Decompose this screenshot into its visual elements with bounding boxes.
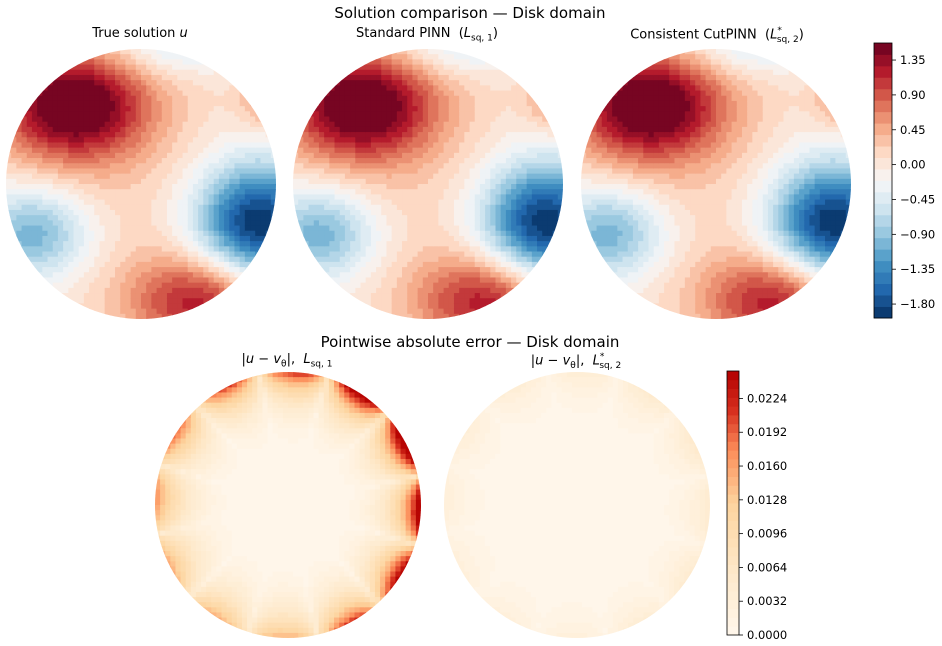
colorbar-solution-tick-label: −0.45 bbox=[900, 192, 935, 206]
panel-title-consistent-cutpinn: Consistent CutPINN (L*sq, 2) bbox=[630, 26, 804, 45]
disk-error-lsq1 bbox=[155, 372, 421, 638]
colorbar-error-tick-label: 0.0096 bbox=[747, 527, 787, 541]
panel-title-error-lsq2: |u − vθ|, L*sq, 2 bbox=[530, 352, 622, 371]
colorbar-error-tick-label: 0.0000 bbox=[747, 628, 787, 642]
top-figure-title: Solution comparison — Disk domain bbox=[334, 4, 606, 22]
colorbar-solution: 1.35 0.90 0.45 0.00 −0.45 −0.90 −1.35 −1.80 bbox=[873, 42, 935, 319]
colorbar-error-tick-label: 0.0128 bbox=[747, 493, 787, 507]
colorbar-error-tick-label: 0.0224 bbox=[747, 391, 787, 405]
colorbar-solution-tick-label: 1.35 bbox=[900, 53, 926, 67]
colorbar-solution-tick-label: 0.45 bbox=[900, 123, 926, 137]
panel-title-true-solution: True solution u bbox=[92, 26, 188, 41]
colorbar-error: 0.0224 0.0192 0.0160 0.0128 0.0096 0.0064 0.00… bbox=[726, 370, 787, 642]
disk-standard-pinn bbox=[293, 49, 563, 319]
colorbar-solution-tick-label: −1.35 bbox=[900, 262, 935, 276]
disk-consistent-cutpinn bbox=[581, 49, 851, 319]
colorbar-solution-tick-label: −0.90 bbox=[900, 227, 935, 241]
colorbar-error-tick-label: 0.0192 bbox=[747, 425, 787, 439]
panel-title-standard-pinn: Standard PINN (Lsq, 1) bbox=[356, 26, 498, 44]
colorbar-solution-tick-label: 0.90 bbox=[900, 88, 926, 102]
colorbar-error-tick-label: 0.0064 bbox=[747, 560, 787, 574]
bottom-figure-title: Pointwise absolute error — Disk domain bbox=[320, 333, 620, 351]
colorbar-solution-tick-label: 0.00 bbox=[900, 158, 926, 172]
colorbar-error-tick-label: 0.0032 bbox=[747, 594, 787, 608]
disk-error-lsq2 bbox=[444, 372, 710, 638]
colorbar-error-tick-label: 0.0160 bbox=[747, 459, 787, 473]
colorbar-solution-tick-label: −1.80 bbox=[900, 297, 935, 311]
panel-title-error-lsq1: |u − vθ|, Lsq, 1 bbox=[241, 352, 333, 370]
disk-true-solution bbox=[6, 49, 276, 319]
